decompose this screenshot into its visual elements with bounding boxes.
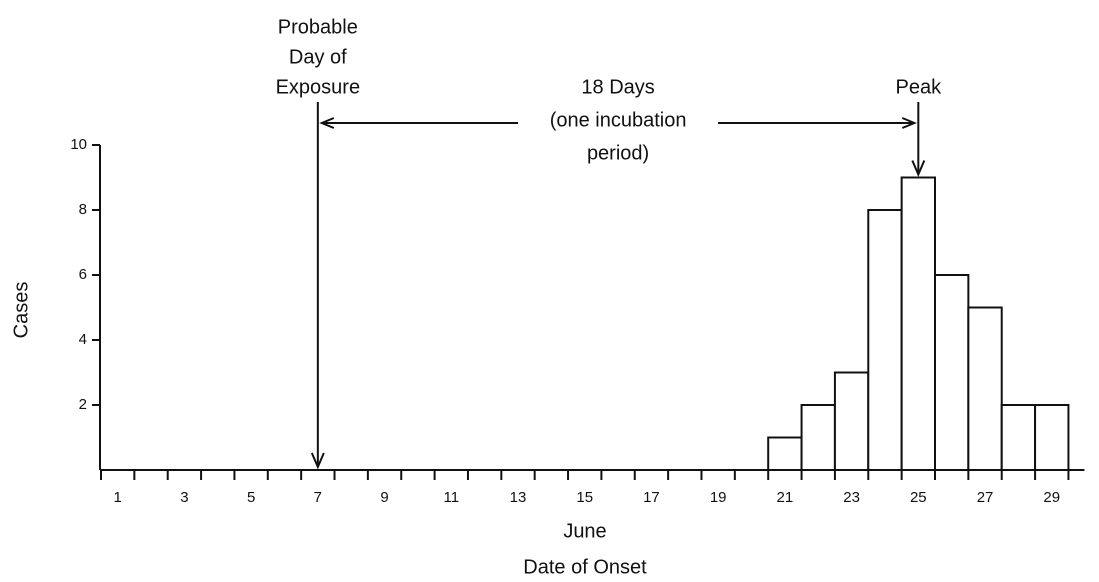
x-tick-label: 29 [1043, 489, 1060, 506]
x-axis-label: Date of Onset [523, 556, 647, 578]
bar [800, 404, 836, 471]
y-tick-label: 6 [79, 266, 87, 283]
bar [833, 371, 870, 471]
arrow-head [911, 160, 926, 178]
bar [867, 209, 903, 471]
annotation: Day of [289, 46, 347, 68]
y-tick-label: 4 [79, 331, 87, 348]
y-tick-label: 10 [70, 136, 87, 153]
x-tick-label: 17 [643, 489, 660, 506]
bar [900, 176, 937, 471]
x-tick-label: 3 [180, 489, 188, 506]
x-tick-label: 25 [910, 489, 927, 506]
y-tick-label: 8 [79, 201, 87, 218]
annotation: Peak [896, 76, 943, 98]
x-tick-label: 9 [380, 489, 388, 506]
x-tick-label: 21 [777, 489, 794, 506]
annotation: Probable [278, 16, 358, 38]
bar [1034, 404, 1070, 471]
arrow-head [901, 117, 917, 129]
x-tick-label: 13 [510, 489, 527, 506]
annotation: Exposure [276, 76, 361, 98]
bar [1000, 404, 1037, 471]
x-tick-label: 1 [114, 489, 122, 506]
y-tick-label: 2 [79, 396, 87, 413]
x-tick-label: 19 [710, 489, 727, 506]
y-axis-label: Cases [10, 282, 32, 339]
bar [967, 306, 1003, 471]
x-axis-label: June [563, 520, 606, 542]
bar [934, 274, 970, 471]
arrow-head [310, 452, 325, 470]
interval-label: period) [587, 142, 649, 164]
interval-label: 18 Days [581, 76, 654, 98]
arrow-head [319, 117, 335, 129]
x-tick-label: 11 [443, 489, 459, 506]
x-tick-label: 23 [843, 489, 860, 506]
label-background [518, 109, 719, 137]
interval-label: (one incubation [550, 109, 687, 131]
x-tick-label: 5 [247, 489, 255, 506]
x-tick-label: 27 [977, 489, 994, 506]
x-tick-label: 15 [576, 489, 593, 506]
x-tick-label: 7 [314, 489, 322, 506]
bar [767, 436, 803, 471]
